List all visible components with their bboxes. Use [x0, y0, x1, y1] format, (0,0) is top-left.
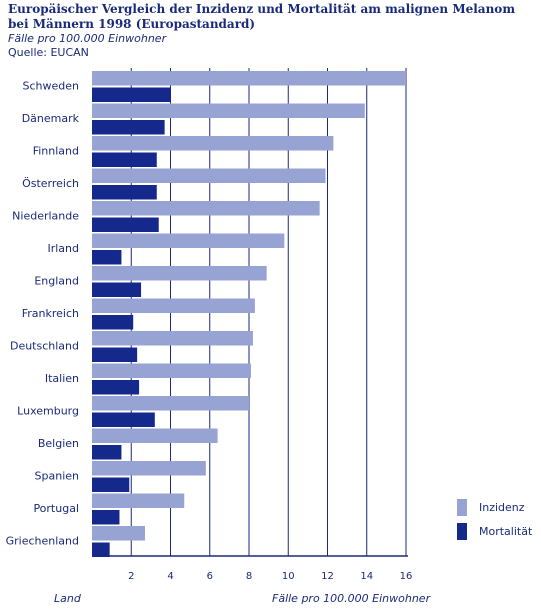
- category-label: England: [34, 275, 79, 288]
- bar-mortalität-13: [92, 510, 120, 525]
- bar-inzidenz-11: [92, 428, 218, 443]
- bar-mortalität-14: [92, 542, 110, 557]
- legend-swatch-mortalitaet: [457, 522, 467, 540]
- chart-subtitle: Fälle pro 100.000 Einwohner: [8, 32, 167, 45]
- bar-inzidenz-6: [92, 266, 267, 281]
- bar-mortalität-3: [92, 185, 157, 200]
- bar-mortalität-9: [92, 380, 140, 395]
- chart-title: Europäischer Vergleich der Inzidenz und …: [8, 2, 516, 31]
- axis-label-land: Land: [54, 592, 81, 605]
- category-label: Frankreich: [22, 307, 79, 320]
- category-label: Griechenland: [6, 535, 79, 548]
- legend-label-inzidenz: Inzidenz: [479, 500, 525, 514]
- category-label: Deutschland: [10, 340, 79, 353]
- bar-inzidenz-10: [92, 396, 249, 411]
- category-label: Luxemburg: [17, 405, 79, 418]
- bar-inzidenz-13: [92, 493, 185, 508]
- bar-mortalität-2: [92, 152, 157, 167]
- category-label: Spanien: [35, 470, 80, 483]
- bar-mortalität-12: [92, 477, 130, 492]
- bar-mortalität-4: [92, 217, 159, 232]
- category-label: Finnland: [33, 145, 79, 158]
- axis-label-faelle: Fälle pro 100.000 Einwohner: [272, 592, 431, 605]
- bar-mortalität-8: [92, 347, 138, 362]
- bar-inzidenz-0: [92, 71, 406, 86]
- bar-mortalität-5: [92, 250, 122, 265]
- category-label: Portugal: [33, 502, 79, 515]
- bar-inzidenz-3: [92, 168, 326, 183]
- x-tick-label: 16: [400, 571, 413, 582]
- x-tick-label: 2: [128, 571, 134, 582]
- chart-source: Quelle: EUCAN: [8, 46, 89, 59]
- chart-legend: Inzidenz Mortalität: [457, 498, 532, 546]
- bar-inzidenz-2: [92, 136, 334, 151]
- category-label: Irland: [47, 242, 79, 255]
- x-tick-label: 14: [360, 571, 373, 582]
- category-label: Schweden: [23, 80, 80, 93]
- legend-item-mortalitaet: Mortalität: [457, 522, 532, 540]
- category-label: Dänemark: [22, 112, 80, 125]
- bar-inzidenz-5: [92, 233, 285, 248]
- x-tick-label: 10: [282, 571, 295, 582]
- category-label: Italien: [45, 372, 79, 385]
- x-tick-label: 12: [321, 571, 334, 582]
- category-label: Belgien: [38, 437, 79, 450]
- bar-inzidenz-1: [92, 103, 365, 118]
- category-label: Österreich: [22, 177, 79, 190]
- bar-mortalität-1: [92, 120, 165, 135]
- x-tick-label: 4: [167, 571, 173, 582]
- category-label: Niederlande: [12, 210, 79, 223]
- bar-mortalität-6: [92, 282, 142, 297]
- bar-inzidenz-14: [92, 526, 145, 541]
- bar-inzidenz-8: [92, 331, 253, 346]
- bar-mortalität-10: [92, 412, 155, 427]
- bar-mortalität-11: [92, 445, 122, 460]
- bar-mortalität-7: [92, 315, 134, 330]
- legend-swatch-inzidenz: [457, 498, 467, 516]
- legend-item-inzidenz: Inzidenz: [457, 498, 532, 516]
- bar-inzidenz-4: [92, 201, 320, 216]
- bar-mortalität-0: [92, 87, 171, 102]
- legend-label-mortalitaet: Mortalität: [479, 524, 533, 538]
- x-tick-label: 8: [246, 571, 252, 582]
- bar-inzidenz-12: [92, 461, 206, 476]
- bar-inzidenz-9: [92, 363, 251, 378]
- bar-inzidenz-7: [92, 298, 255, 313]
- x-tick-label: 6: [207, 571, 213, 582]
